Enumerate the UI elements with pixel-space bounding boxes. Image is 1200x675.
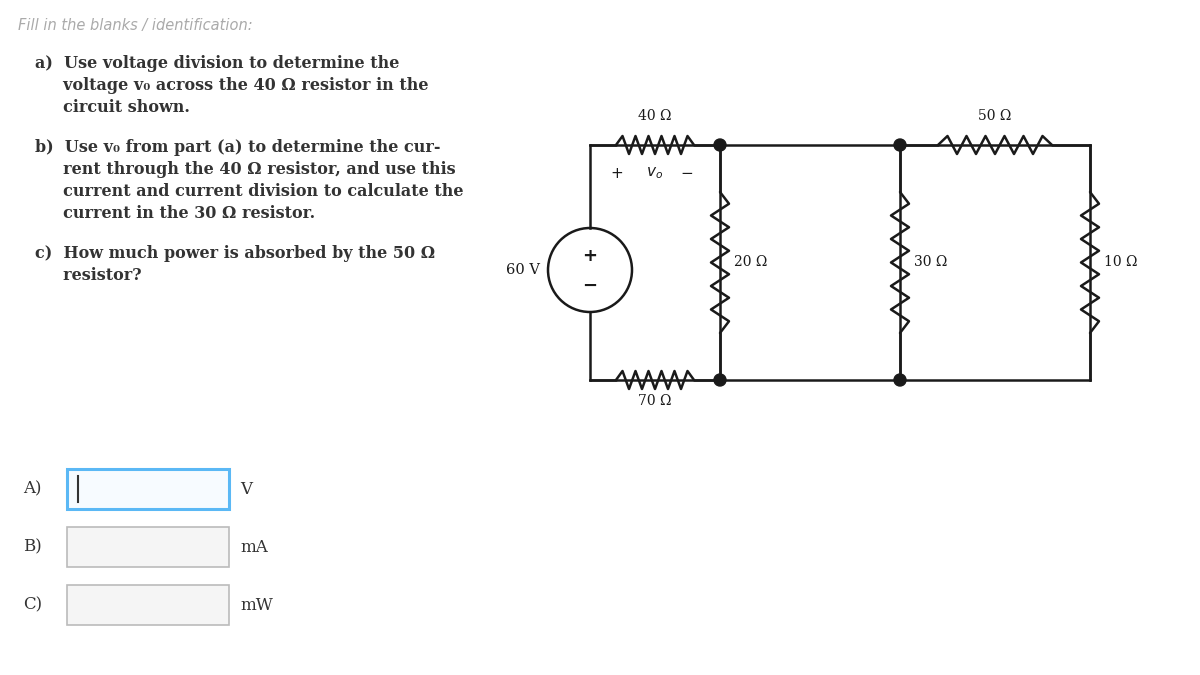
Text: 50 Ω: 50 Ω <box>978 109 1012 123</box>
Text: b)  Use v₀ from part (a) to determine the cur-: b) Use v₀ from part (a) to determine the… <box>35 139 440 156</box>
Text: rent through the 40 Ω resistor, and use this: rent through the 40 Ω resistor, and use … <box>35 161 456 178</box>
Text: 10 Ω: 10 Ω <box>1104 256 1138 269</box>
Text: 30 Ω: 30 Ω <box>914 256 947 269</box>
FancyBboxPatch shape <box>67 469 229 509</box>
Text: −: − <box>680 165 694 180</box>
Text: Fill in the blanks / identification:: Fill in the blanks / identification: <box>18 18 253 33</box>
Text: 20 Ω: 20 Ω <box>734 256 767 269</box>
Text: +: + <box>582 247 598 265</box>
Circle shape <box>894 139 906 151</box>
Circle shape <box>714 139 726 151</box>
Text: 70 Ω: 70 Ω <box>638 394 672 408</box>
Circle shape <box>894 374 906 386</box>
Text: A): A) <box>24 481 42 497</box>
Text: C): C) <box>23 597 42 614</box>
Text: 40 Ω: 40 Ω <box>638 109 672 123</box>
Text: current and current division to calculate the: current and current division to calculat… <box>35 183 463 200</box>
Text: mW: mW <box>240 597 272 614</box>
Text: mA: mA <box>240 539 268 556</box>
FancyBboxPatch shape <box>67 585 229 625</box>
Text: a)  Use voltage division to determine the: a) Use voltage division to determine the <box>35 55 400 72</box>
Text: $v_o$: $v_o$ <box>647 165 664 181</box>
Text: +: + <box>611 165 623 180</box>
Text: V: V <box>240 481 252 497</box>
Text: 60 V: 60 V <box>506 263 540 277</box>
Circle shape <box>714 374 726 386</box>
Text: circuit shown.: circuit shown. <box>35 99 190 116</box>
Text: −: − <box>582 277 598 295</box>
Text: current in the 30 Ω resistor.: current in the 30 Ω resistor. <box>35 205 316 222</box>
Text: voltage v₀ across the 40 Ω resistor in the: voltage v₀ across the 40 Ω resistor in t… <box>35 77 428 94</box>
Text: c)  How much power is absorbed by the 50 Ω: c) How much power is absorbed by the 50 … <box>35 245 436 262</box>
FancyBboxPatch shape <box>67 527 229 567</box>
Text: B): B) <box>23 539 42 556</box>
Text: resistor?: resistor? <box>35 267 142 284</box>
